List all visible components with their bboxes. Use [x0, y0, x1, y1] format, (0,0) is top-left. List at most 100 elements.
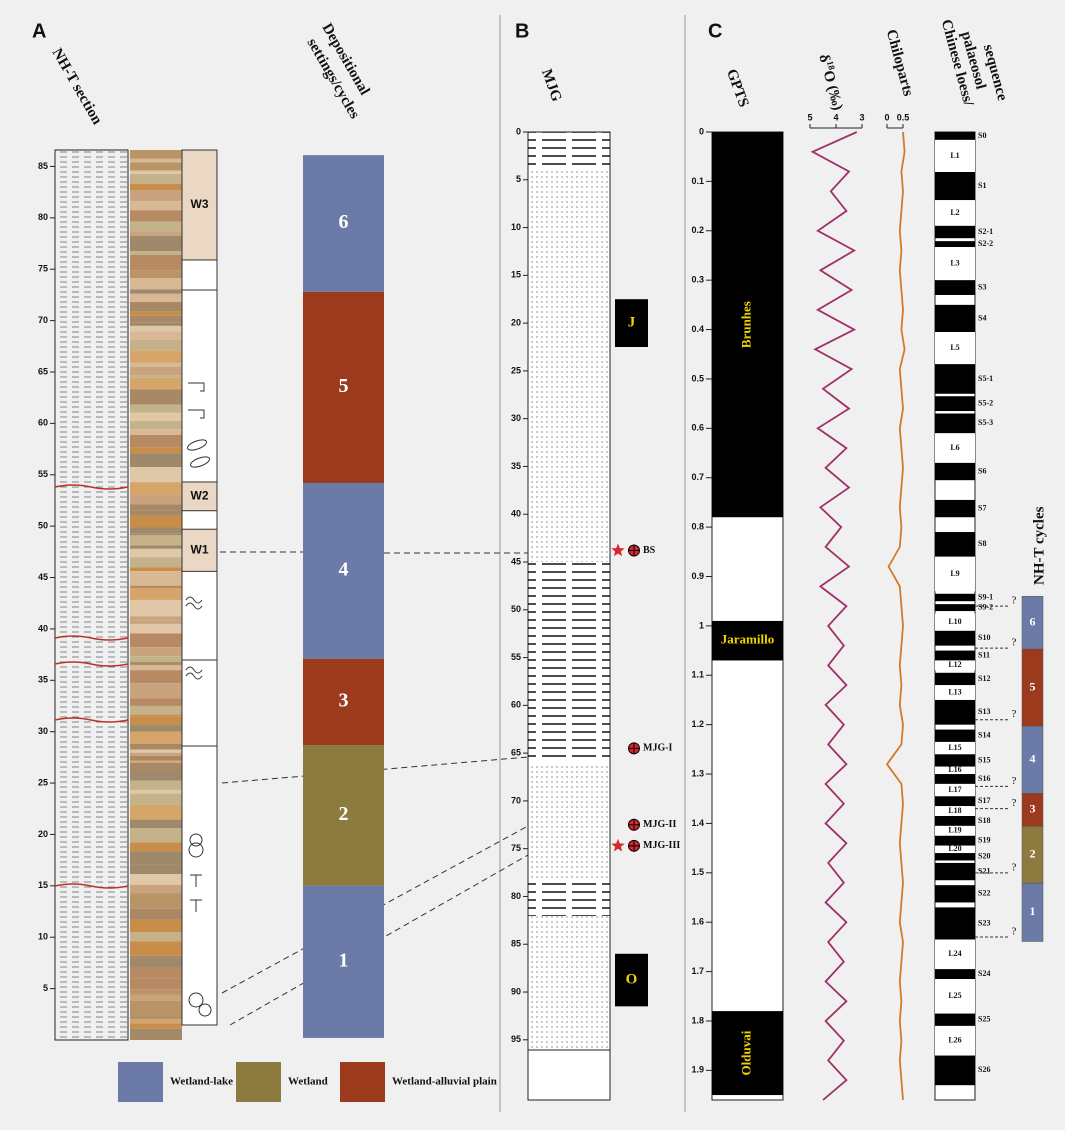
stratum	[130, 705, 182, 715]
palaeosol	[935, 304, 975, 333]
nht-cycle-label: 2	[1030, 847, 1036, 861]
palaeosol	[935, 699, 975, 725]
legend-label: Wetland	[288, 1076, 328, 1088]
stratum	[130, 978, 182, 990]
stratum	[130, 221, 182, 232]
sample-label: MJG-I	[643, 743, 673, 754]
stratum	[130, 599, 182, 612]
unit-label: S15	[978, 755, 990, 764]
unit-label: S21	[978, 866, 990, 875]
stratum	[130, 623, 182, 634]
fossil-icon	[188, 382, 205, 392]
loess	[935, 139, 975, 173]
unit-label: S5-2	[978, 398, 993, 407]
depth-tick-label: 20	[38, 829, 48, 839]
age-tick-label: 0.9	[691, 571, 704, 581]
age-tick-label: 1.2	[691, 719, 704, 729]
unit-label: S0	[978, 131, 986, 140]
palaeosol	[935, 593, 975, 602]
depth-tick-label: 40	[511, 509, 521, 519]
unit-label: L1	[950, 151, 959, 160]
loess	[935, 783, 975, 797]
mjg-lithology	[528, 763, 610, 878]
unit-label: L3	[950, 258, 959, 267]
unit-label: S22	[978, 889, 990, 898]
panel-letter: C	[708, 20, 722, 42]
stratum	[130, 941, 182, 956]
d18o-title-part: 18	[825, 60, 837, 72]
age-tick-label: 1.3	[691, 768, 704, 778]
cycle-label: 5	[339, 375, 349, 397]
unit-label: L16	[948, 765, 961, 774]
stratum	[130, 664, 182, 671]
stratum	[130, 545, 182, 549]
palaeosol	[935, 225, 975, 239]
unit-label: L12	[948, 660, 961, 669]
age-tick-label: 1.4	[691, 818, 704, 828]
strata-column	[130, 150, 182, 1040]
unit-label: L19	[948, 826, 961, 835]
core-label: J	[628, 315, 636, 331]
sample-label: MJG-III	[643, 840, 680, 851]
age-tick-label: 0.6	[691, 423, 704, 433]
sample-cross	[628, 545, 640, 557]
ripple-icon	[185, 666, 203, 680]
palaeosol	[935, 796, 975, 807]
depth-tick-label: 85	[511, 939, 521, 949]
loess	[935, 200, 975, 226]
stratum	[130, 533, 182, 536]
sample-cross	[628, 742, 640, 754]
panel-letter: B	[515, 20, 529, 42]
core-box	[615, 299, 648, 348]
palaeosol	[935, 650, 975, 661]
palaeosol	[935, 499, 975, 518]
unit-label: L2	[950, 208, 959, 217]
unit-label: L6	[950, 443, 959, 452]
stratum	[130, 162, 182, 171]
stratum	[130, 731, 182, 744]
palaeosol	[935, 774, 975, 784]
stratum	[130, 662, 182, 665]
x-tick-label: 0	[884, 112, 889, 122]
stratum	[130, 322, 182, 326]
stratum	[130, 932, 182, 942]
mjg-lithology	[528, 170, 610, 562]
loess	[935, 1025, 975, 1056]
unit-label: S10	[978, 633, 990, 642]
age-tick-label: 1.7	[691, 966, 704, 976]
question-mark: ?	[1012, 926, 1017, 938]
stratum	[130, 362, 182, 367]
cycle-bar	[303, 291, 384, 483]
core-box	[615, 953, 648, 1007]
age-tick-label: 0.5	[691, 373, 704, 383]
stratum	[130, 683, 182, 688]
snail-icon	[188, 992, 204, 1008]
stratum	[130, 851, 182, 865]
unit-label: S24	[978, 969, 990, 978]
unit-label: W3	[191, 197, 209, 211]
stratum	[130, 1034, 182, 1040]
stratum	[130, 293, 182, 303]
stratum	[130, 789, 182, 794]
chron	[712, 132, 783, 518]
question-mark: ?	[1012, 708, 1017, 720]
age-tick-label: 0	[699, 126, 704, 136]
cycle-label: 4	[339, 558, 349, 580]
unit-label: L9	[950, 569, 959, 578]
depth-tick-label: 40	[38, 623, 48, 633]
unit-label: L20	[948, 844, 961, 853]
palaeosol	[935, 630, 975, 646]
stratum	[130, 620, 182, 624]
unit-label: W2	[191, 489, 209, 503]
root-icon	[190, 899, 202, 912]
age-tick-label: 0.2	[691, 225, 704, 235]
stratum	[130, 780, 182, 790]
depth-tick-label: 5	[43, 983, 48, 993]
palaeosol	[935, 729, 975, 742]
stratum	[130, 467, 182, 483]
stratum	[130, 714, 182, 717]
palaeosol	[935, 754, 975, 767]
stratum	[130, 611, 182, 617]
stratum	[130, 670, 182, 684]
depth-tick-label: 80	[38, 212, 48, 222]
